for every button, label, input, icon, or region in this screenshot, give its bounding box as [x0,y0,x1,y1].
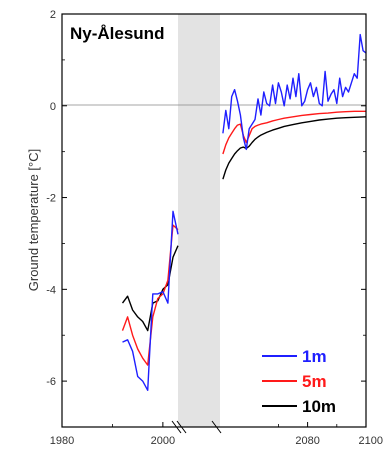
legend: 1m 5m 10m [262,347,336,416]
y-tick-label: 0 [50,101,56,113]
axis-break-slash-gap [211,420,222,434]
axis-break-slash-left [171,420,182,434]
series-lines [121,33,367,391]
series-5m-period2-line [222,110,366,155]
x-axis: 1980 2000 2080 2100 [50,422,383,447]
x-tick-label: 2000 [151,435,175,447]
series-1m-period1-line [122,210,179,391]
y-tick-label: -2 [46,193,56,205]
axis-break-slash-right [176,420,187,434]
chart-title: Ny-Ålesund [70,24,164,43]
legend-label-10m: 10m [302,397,336,416]
x-tick-label: 2100 [359,435,383,447]
x-tick-label: 2080 [295,435,319,447]
plot-frame [61,13,367,428]
y-axis: 2 0 -2 -4 -6 [46,9,366,428]
series-1m-period2-line [222,33,367,151]
y-tick-label: 2 [50,9,56,21]
axis-break-mark [171,420,222,434]
y-tick-label: -6 [46,376,56,388]
legend-label-5m: 5m [302,372,327,391]
y-axis-label: Ground temperature [°C] [26,149,41,292]
series-10m-period2-line [222,116,367,180]
y-tick-label: -4 [46,284,56,296]
period-gap-band [178,14,220,427]
x-tick-label: 1980 [50,435,74,447]
legend-label-1m: 1m [302,347,327,366]
